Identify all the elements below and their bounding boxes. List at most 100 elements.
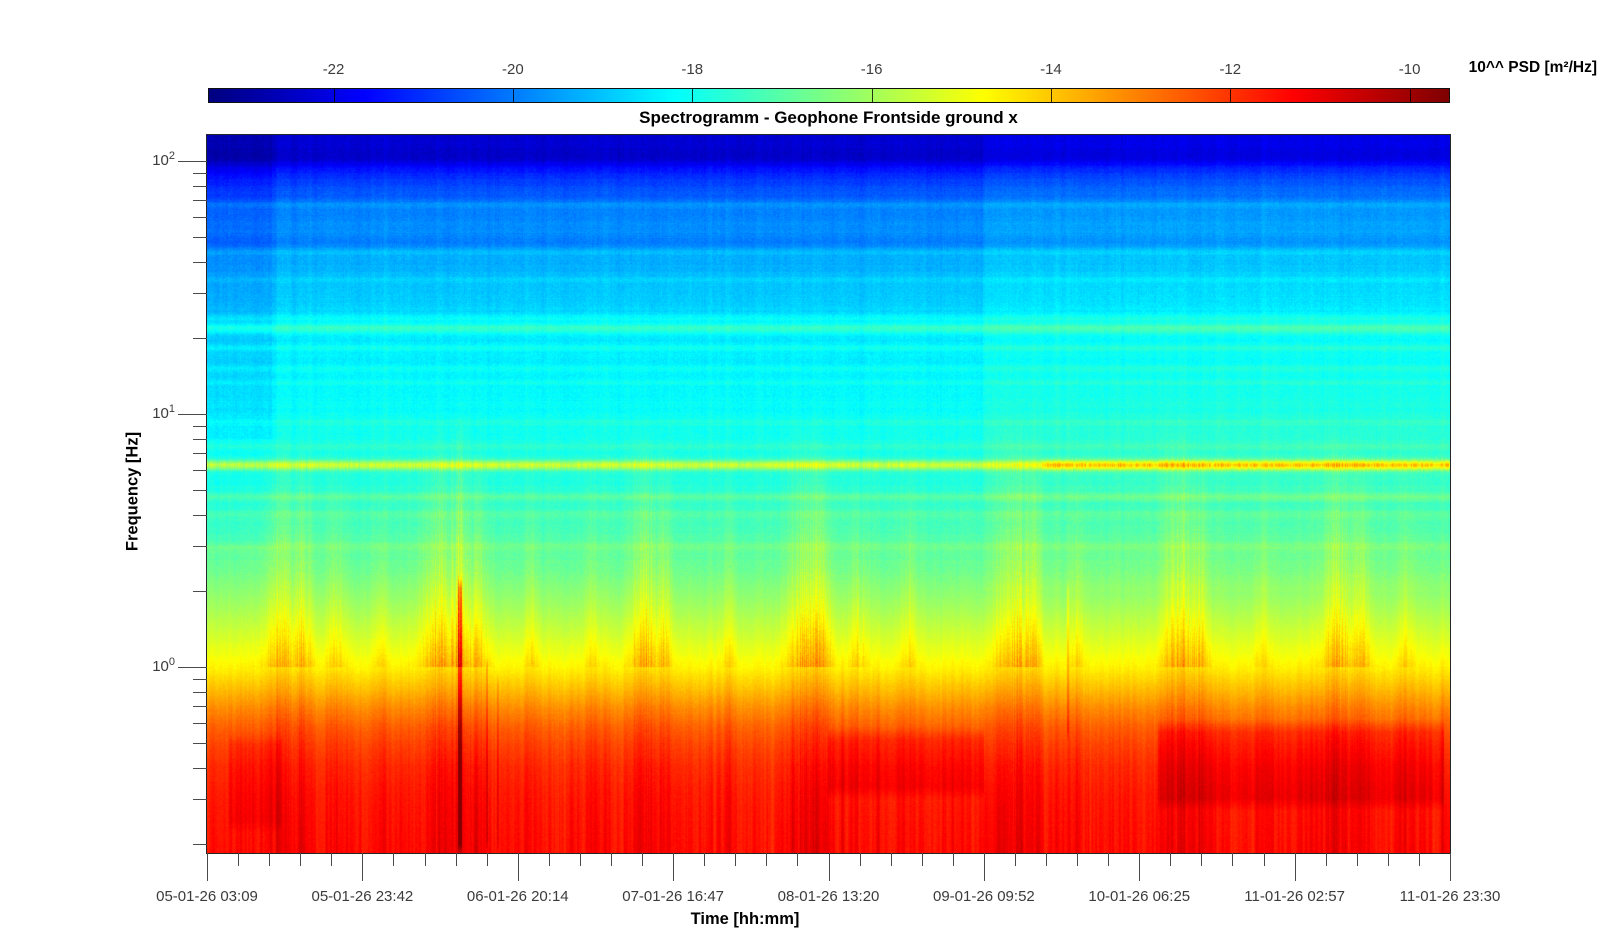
x-tick-label: 11-01-26 23:30 xyxy=(1399,888,1501,905)
x-tick-label: 10-01-26 06:25 xyxy=(1088,888,1191,905)
y-minor-tick xyxy=(193,200,207,202)
colorbar-tick xyxy=(333,89,335,102)
y-minor-tick xyxy=(193,767,207,769)
x-minor-tick xyxy=(921,853,923,866)
y-minor-tick xyxy=(193,546,207,548)
y-minor-tick xyxy=(193,723,207,725)
x-minor-tick xyxy=(1418,853,1420,866)
y-minor-tick xyxy=(193,743,207,745)
x-major-tick xyxy=(1450,853,1451,881)
x-minor-tick xyxy=(1014,853,1016,866)
plot-area xyxy=(206,134,1451,854)
x-minor-tick xyxy=(238,853,240,866)
x-minor-tick xyxy=(1170,853,1172,866)
x-major-tick xyxy=(517,853,519,881)
y-minor-tick xyxy=(193,293,207,295)
colorbar xyxy=(208,88,1450,103)
y-minor-tick xyxy=(193,678,207,680)
y-minor-tick xyxy=(193,438,207,440)
x-tick-label: 07-01-26 16:47 xyxy=(622,888,724,905)
x-major-tick xyxy=(362,853,364,881)
x-minor-tick xyxy=(393,853,395,866)
y-minor-tick xyxy=(193,337,207,339)
x-minor-tick xyxy=(1046,853,1048,866)
y-minor-tick xyxy=(193,514,207,516)
y-minor-tick xyxy=(193,843,207,845)
x-minor-tick xyxy=(1232,853,1234,866)
x-major-tick xyxy=(983,853,985,881)
x-minor-tick xyxy=(797,853,799,866)
x-minor-tick xyxy=(331,853,333,866)
y-minor-tick xyxy=(193,237,207,239)
x-minor-tick xyxy=(704,853,706,866)
x-tick-label: 06-01-26 20:14 xyxy=(466,888,569,905)
y-minor-tick xyxy=(193,425,207,427)
y-minor-tick xyxy=(193,217,207,219)
x-major-tick xyxy=(1294,853,1296,881)
colorbar-title: 10^^ PSD [m²/Hz] xyxy=(1468,59,1597,76)
colorbar-tick-label: -10 xyxy=(1398,61,1421,78)
x-minor-tick xyxy=(1356,853,1358,866)
colorbar-tick xyxy=(871,89,873,102)
colorbar-tick xyxy=(692,89,694,102)
x-tick-label: 08-01-26 13:20 xyxy=(777,888,880,905)
colorbar-tick xyxy=(512,89,514,102)
x-minor-tick xyxy=(890,853,892,866)
y-minor-tick xyxy=(193,453,207,455)
x-minor-tick xyxy=(269,853,271,866)
colorbar-tick xyxy=(1409,89,1411,102)
x-minor-tick xyxy=(1387,853,1389,866)
x-minor-tick xyxy=(1077,853,1079,866)
y-minor-tick xyxy=(193,470,207,472)
y-minor-tick xyxy=(193,261,207,263)
y-minor-tick xyxy=(193,172,207,174)
y-minor-tick xyxy=(193,706,207,708)
y-minor-tick xyxy=(193,799,207,801)
colorbar-tick-label: -22 xyxy=(322,61,345,78)
x-minor-tick xyxy=(859,853,861,866)
x-minor-tick xyxy=(1325,853,1327,866)
x-minor-tick xyxy=(610,853,612,866)
colorbar-tick-label: -16 xyxy=(860,61,883,78)
x-major-tick xyxy=(207,853,208,881)
colorbar-tick-label: -12 xyxy=(1219,61,1242,78)
x-minor-tick xyxy=(1263,853,1265,866)
y-major-tick xyxy=(178,414,207,415)
x-tick-label: 05-01-26 03:09 xyxy=(156,888,258,905)
x-minor-tick xyxy=(642,853,644,866)
spectrogram-heatmap xyxy=(207,135,1450,853)
colorbar-tick xyxy=(1230,89,1232,102)
x-axis-label: Time [hh:mm] xyxy=(690,910,800,928)
y-axis-label: Frequency [Hz] xyxy=(123,431,142,552)
x-tick-label: 11-01-26 02:57 xyxy=(1244,888,1345,905)
colorbar-gradient xyxy=(209,89,1449,102)
y-tick-label: 100 xyxy=(152,655,175,675)
y-minor-tick xyxy=(193,590,207,592)
x-minor-tick xyxy=(455,853,457,866)
x-major-tick xyxy=(673,853,675,881)
x-minor-tick xyxy=(424,853,426,866)
x-minor-tick xyxy=(300,853,302,866)
x-minor-tick xyxy=(1108,853,1110,866)
colorbar-tick xyxy=(1050,89,1052,102)
x-tick-label: 09-01-26 09:52 xyxy=(933,888,1035,905)
y-major-tick xyxy=(178,666,207,668)
x-minor-tick xyxy=(579,853,581,866)
x-tick-label: 05-01-26 23:42 xyxy=(311,888,414,905)
y-minor-tick xyxy=(193,490,207,492)
colorbar-tick-label: -20 xyxy=(502,61,524,78)
y-major-tick xyxy=(178,161,207,162)
x-major-tick xyxy=(828,853,830,881)
y-minor-tick xyxy=(193,691,207,693)
chart-title: Spectrogramm - Geophone Frontside ground… xyxy=(639,108,1018,127)
x-minor-tick xyxy=(766,853,768,866)
y-tick-label: 101 xyxy=(152,403,175,422)
colorbar-tick-label: -14 xyxy=(1040,61,1062,78)
colorbar-tick-label: -18 xyxy=(681,61,704,78)
x-minor-tick xyxy=(735,853,737,866)
y-tick-label: 102 xyxy=(152,150,175,169)
x-minor-tick xyxy=(548,853,550,866)
x-minor-tick xyxy=(952,853,954,866)
y-minor-tick xyxy=(193,185,207,187)
